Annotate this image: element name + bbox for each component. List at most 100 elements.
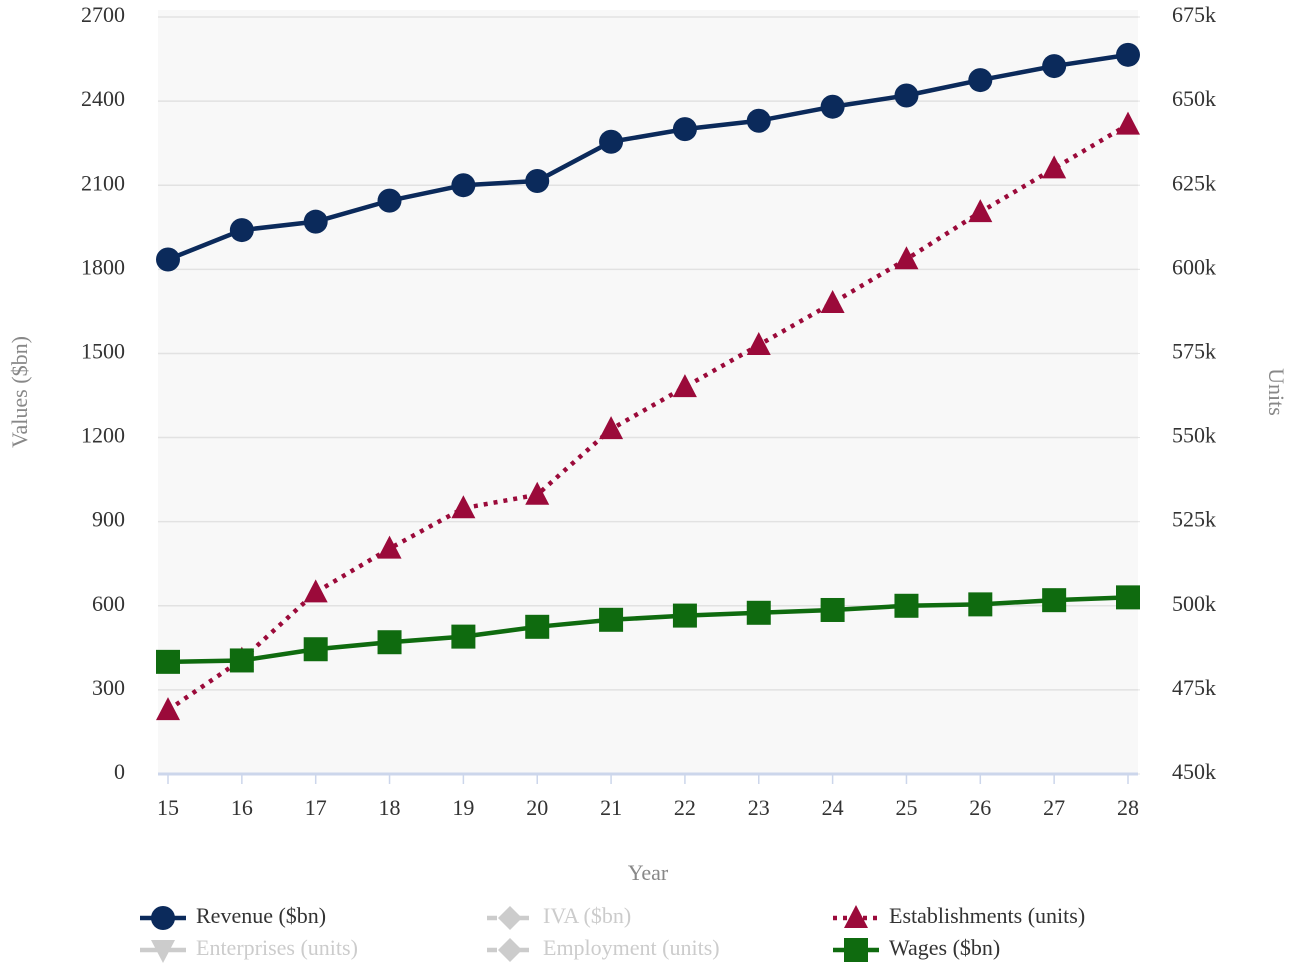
data-point	[746, 600, 771, 625]
series-line	[167, 595, 1129, 665]
y-tick-label: 1200	[81, 423, 125, 448]
data-point	[746, 108, 771, 133]
legend-symbol	[498, 938, 522, 962]
y-tick-label: 600	[92, 591, 125, 616]
x-tick-label: 28	[1117, 795, 1139, 820]
data-point	[229, 218, 254, 243]
y2-tick-label: 675k	[1172, 2, 1216, 27]
y2-tick-label: 650k	[1172, 86, 1216, 111]
legend-label: IVA ($bn)	[543, 903, 631, 928]
data-point	[156, 649, 180, 674]
x-tick-label: 16	[231, 795, 253, 820]
y-tick-label: 2100	[81, 170, 125, 195]
data-point	[303, 637, 328, 662]
data-point	[820, 289, 845, 313]
series-line	[166, 122, 1130, 712]
data-point	[451, 495, 476, 519]
data-point	[672, 117, 697, 142]
data-point	[1116, 42, 1140, 67]
legend-symbol	[498, 906, 522, 930]
data-point	[599, 416, 624, 440]
data-point	[377, 630, 402, 655]
x-tick-label: 24	[822, 795, 844, 820]
legend-label: Enterprises (units)	[196, 935, 358, 960]
data-point	[968, 68, 993, 93]
data-point	[451, 173, 476, 198]
data-point	[746, 332, 771, 356]
data-point	[599, 129, 624, 154]
data-point	[303, 579, 328, 603]
y2-tick-label: 575k	[1172, 338, 1216, 363]
x-tick-label: 25	[895, 795, 917, 820]
data-point	[525, 614, 550, 639]
legend-label: Establishments (units)	[889, 903, 1085, 928]
data-point	[1042, 155, 1067, 179]
data-point	[820, 597, 845, 622]
data-point	[672, 374, 697, 398]
x-tick-label: 27	[1043, 795, 1065, 820]
x-tick-label: 26	[969, 795, 991, 820]
legend-item[interactable]: IVA ($bn)	[487, 903, 631, 930]
y-tick-label: 2700	[81, 2, 125, 27]
data-point	[1042, 588, 1067, 613]
x-tick-label: 20	[526, 795, 548, 820]
x-tick-label: 18	[379, 795, 401, 820]
y-axis-title: Values ($bn)	[7, 336, 32, 448]
legend-label: Employment (units)	[543, 935, 720, 960]
legend-symbol	[151, 940, 175, 963]
x-tick-label: 15	[157, 795, 179, 820]
legend-item[interactable]: Enterprises (units)	[140, 935, 358, 963]
data-point	[156, 697, 180, 721]
x-tick-label: 17	[305, 795, 327, 820]
legend-label: Revenue ($bn)	[196, 903, 326, 928]
legend-item[interactable]: Wages ($bn)	[833, 935, 1000, 962]
data-point	[156, 247, 180, 272]
data-point	[672, 603, 697, 628]
x-tick-label: 23	[748, 795, 770, 820]
data-point	[599, 607, 624, 632]
y2-tick-label: 475k	[1172, 675, 1216, 700]
y-tick-label: 900	[92, 507, 125, 532]
data-point	[1042, 54, 1067, 79]
data-point	[894, 246, 919, 270]
y-tick-label: 1800	[81, 254, 125, 279]
legend-label: Wages ($bn)	[889, 935, 1000, 960]
data-point	[377, 535, 402, 559]
y2-tick-label: 625k	[1172, 170, 1216, 195]
legend-symbol	[844, 938, 868, 962]
y2-tick-label: 500k	[1172, 591, 1216, 616]
legend-item[interactable]: Establishments (units)	[833, 903, 1085, 928]
data-point	[229, 648, 254, 673]
data-point	[525, 481, 550, 505]
y-tick-label: 1500	[81, 338, 125, 363]
data-point	[451, 624, 476, 649]
legend-item[interactable]: Revenue ($bn)	[140, 903, 326, 930]
x-tick-label: 22	[674, 795, 696, 820]
data-point	[968, 592, 993, 617]
legend-item[interactable]: Employment (units)	[487, 935, 720, 962]
legend-symbol	[844, 905, 868, 928]
y2-tick-label: 525k	[1172, 507, 1216, 532]
x-axis-title: Year	[628, 860, 669, 885]
y-tick-label: 2400	[81, 86, 125, 111]
data-point	[525, 169, 550, 194]
data-point	[894, 593, 919, 618]
series-line	[167, 52, 1129, 262]
y-tick-label: 0	[114, 759, 125, 784]
y2-axis-title: Units	[1264, 368, 1289, 416]
y2-tick-label: 450k	[1172, 759, 1216, 784]
y-tick-label: 300	[92, 675, 125, 700]
data-point	[968, 199, 993, 223]
x-tick-label: 21	[600, 795, 622, 820]
legend-symbol	[151, 906, 175, 930]
data-point	[894, 83, 919, 108]
data-point	[1116, 111, 1140, 135]
y2-tick-label: 600k	[1172, 254, 1216, 279]
data-point	[377, 188, 402, 213]
data-point	[303, 209, 328, 234]
data-point	[820, 94, 845, 119]
x-tick-label: 19	[452, 795, 474, 820]
data-point	[1116, 585, 1140, 610]
y2-tick-label: 550k	[1172, 423, 1216, 448]
